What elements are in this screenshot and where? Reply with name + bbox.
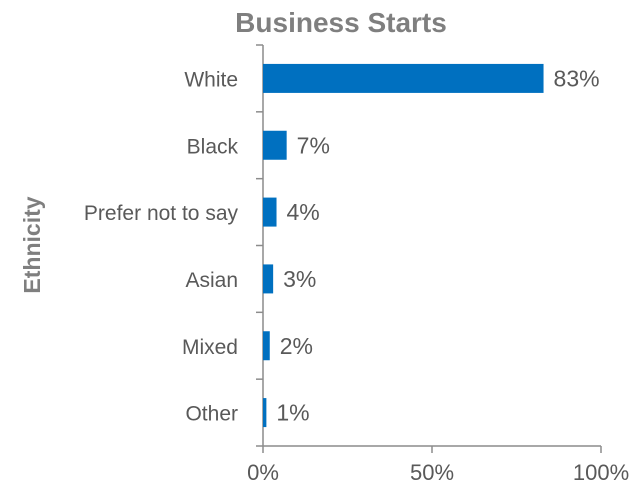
category-label: Black <box>187 135 239 158</box>
plot-area: 0% 50% 100% White 83% Black 7% Prefer not to sa… <box>84 44 629 485</box>
chart-title: Business Starts <box>235 7 447 38</box>
bar <box>263 130 287 160</box>
data-label: 83% <box>554 65 600 91</box>
data-label: 7% <box>297 132 330 158</box>
bar <box>263 331 270 361</box>
data-label: 2% <box>280 333 313 359</box>
x-tick-label: 0% <box>247 460 279 485</box>
x-tick-label: 100% <box>573 460 629 485</box>
category-label: White <box>184 68 238 91</box>
data-label: 1% <box>276 400 309 426</box>
bar <box>263 398 267 428</box>
y-axis-label: Ethnicity <box>19 196 45 293</box>
category-label: Mixed <box>182 336 238 359</box>
x-tick-label: 50% <box>410 460 454 485</box>
bar <box>263 63 544 93</box>
data-label: 4% <box>287 199 320 225</box>
category-label: Prefer not to say <box>84 202 239 225</box>
category-label: Asian <box>185 269 238 292</box>
data-label: 3% <box>283 266 316 292</box>
category-label: Other <box>185 403 238 426</box>
bar <box>263 197 277 227</box>
bar <box>263 264 274 294</box>
